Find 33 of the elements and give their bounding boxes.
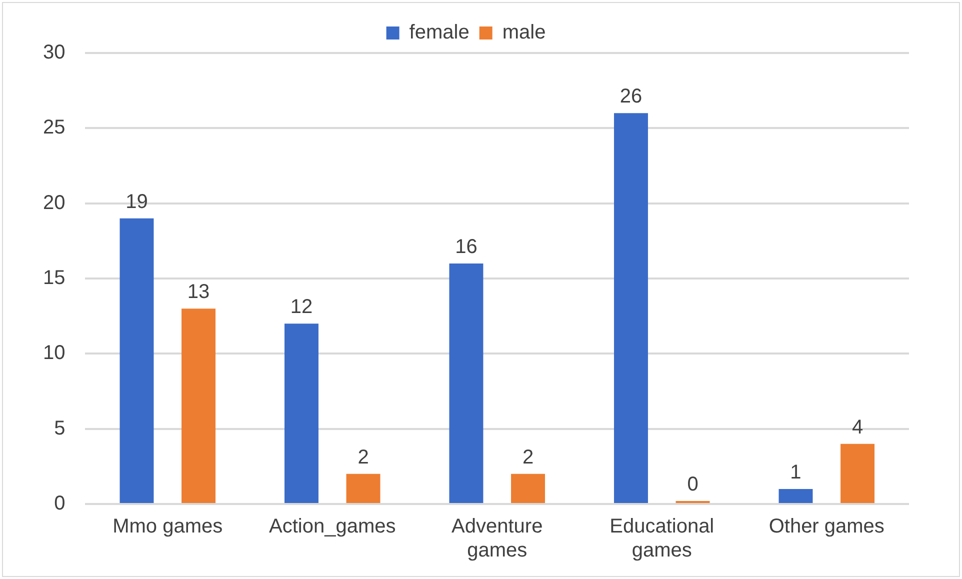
data-label: 4 [852,416,864,438]
bar [614,113,648,503]
x-tick-label: Mmo games [112,516,223,538]
x-tick-label: Educational games [610,516,714,562]
bar [449,263,484,503]
data-label: 0 [687,474,698,496]
y-tick-label: 15 [42,267,66,290]
bar [346,474,380,503]
bar [182,308,216,503]
data-label: 19 [126,190,148,213]
data-label: 16 [455,236,478,258]
bar [284,324,318,503]
bar [511,474,546,503]
y-tick-label: 5 [54,417,66,440]
y-tick-label: 10 [42,342,66,364]
x-tick-label: Action_games [268,516,396,538]
data-label: 2 [358,446,369,468]
y-tick-label: 0 [54,492,66,515]
x-tick-label: Adventure games [452,516,543,562]
data-label: 1 [790,461,802,484]
bar [120,218,154,503]
data-label: 13 [187,281,210,304]
y-tick-label: 25 [42,116,66,139]
bar [778,488,813,503]
bar [840,444,875,503]
data-label: 26 [620,86,642,108]
data-label: 12 [290,296,313,318]
x-tick-label: Other games [768,516,884,538]
y-tick-label: 30 [42,42,66,64]
legend-label: female [409,22,470,44]
y-tick-label: 20 [42,192,66,214]
legend-label: male [502,22,546,44]
data-label: 2 [522,446,534,468]
